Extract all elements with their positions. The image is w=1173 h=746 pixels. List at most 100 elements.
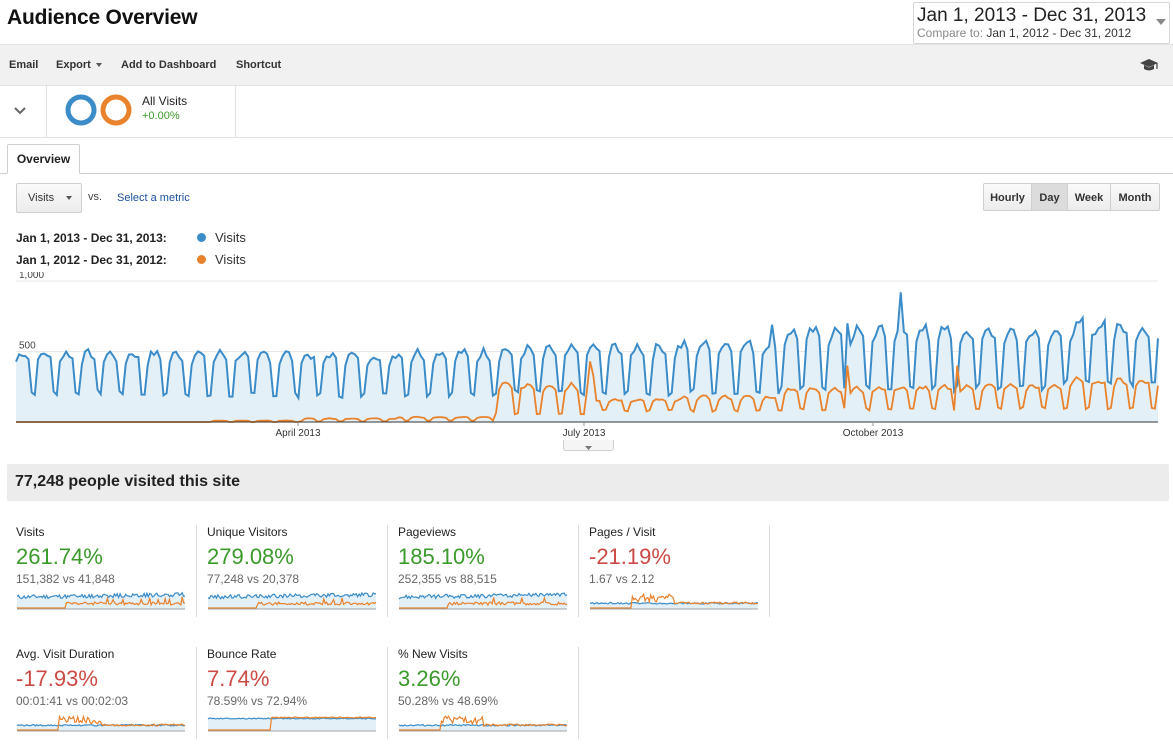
report-toolbar: Email Export Add to Dashboard Shortcut bbox=[0, 44, 1173, 86]
chevron-down-icon bbox=[14, 107, 26, 115]
metric-select[interactable]: Visits bbox=[16, 183, 82, 213]
spark-previous-line bbox=[17, 714, 186, 731]
metric-change: -21.19% bbox=[589, 544, 671, 569]
legend-metric-previous: Visits bbox=[215, 252, 246, 267]
metric-compare: 78.59% vs 72.94% bbox=[207, 694, 308, 708]
metric-compare: 1.67 vs 2.12 bbox=[589, 572, 655, 586]
spark-previous-line bbox=[399, 715, 568, 731]
metric-name: Bounce Rate bbox=[207, 647, 277, 661]
spark-current-line bbox=[398, 592, 568, 600]
day-button[interactable]: Day bbox=[1031, 183, 1068, 211]
metric-card[interactable]: % New Visits 3.26% 50.28% vs 48.69% bbox=[398, 647, 579, 739]
metric-change: -17.93% bbox=[16, 666, 98, 691]
export-label: Export bbox=[56, 59, 91, 71]
x-tick-label: July 2013 bbox=[563, 428, 606, 439]
metric-name: Avg. Visit Duration bbox=[16, 647, 115, 661]
spark-previous-line bbox=[590, 592, 759, 609]
tab-overview[interactable]: Overview bbox=[7, 144, 80, 174]
spark-area bbox=[399, 593, 567, 609]
metric-name: Pages / Visit bbox=[589, 525, 656, 539]
spark-previous-line bbox=[17, 595, 186, 609]
metric-sparkline bbox=[398, 715, 568, 732]
segment-pct: +0.00% bbox=[142, 110, 180, 122]
visits-line-chart[interactable]: 1,000 500 April 2013 July 2013 October 2013 bbox=[0, 272, 1173, 442]
legend-range-current: Jan 1, 2013 - Dec 31, 2013: bbox=[16, 231, 167, 245]
y-tick-label: 500 bbox=[19, 341, 36, 352]
metric-name: Visits bbox=[16, 525, 45, 539]
metric-sparkline bbox=[16, 714, 186, 732]
metric-name: Pageviews bbox=[398, 525, 457, 539]
hourly-button[interactable]: Hourly bbox=[983, 183, 1032, 211]
spark-area bbox=[17, 724, 185, 731]
metric-compare: 151,382 vs 41,848 bbox=[16, 572, 115, 586]
metric-compare: 00:01:41 vs 00:02:03 bbox=[16, 694, 129, 708]
month-button[interactable]: Month bbox=[1110, 183, 1160, 211]
metric-card[interactable]: Pageviews 185.10% 252,355 vs 88,515 bbox=[398, 525, 579, 617]
metric-compare: 77,248 vs 20,378 bbox=[207, 572, 300, 586]
current-series-line bbox=[15, 292, 1159, 401]
spark-area bbox=[17, 592, 185, 609]
metric-change: 185.10% bbox=[398, 544, 485, 569]
segment-toggle[interactable] bbox=[0, 85, 47, 137]
metric-sparkline bbox=[16, 591, 186, 610]
summary-bar: 77,248 people visited this site bbox=[7, 464, 1169, 501]
select-metric-link[interactable]: Select a metric bbox=[117, 192, 190, 204]
chevron-down-icon bbox=[66, 196, 72, 200]
segment-circles-icon bbox=[65, 94, 132, 126]
graduation-cap-icon[interactable] bbox=[1139, 57, 1159, 73]
metric-name: % New Visits bbox=[398, 647, 468, 661]
metric-change: 7.74% bbox=[207, 666, 270, 691]
spark-previous-line bbox=[208, 716, 377, 731]
legend-range-previous: Jan 1, 2012 - Dec 31, 2012: bbox=[16, 253, 167, 267]
y-tick-label: 1,000 bbox=[19, 272, 44, 281]
chevron-down-icon bbox=[95, 63, 102, 68]
x-tick-label: April 2013 bbox=[275, 428, 320, 439]
spark-current-line bbox=[16, 591, 186, 600]
metric-change: 279.08% bbox=[207, 544, 294, 569]
metric-change: 3.26% bbox=[398, 666, 461, 691]
page-title: Audience Overview bbox=[7, 6, 198, 29]
spark-current-line bbox=[16, 723, 186, 727]
metric-card[interactable]: Avg. Visit Duration -17.93% 00:01:41 vs 00… bbox=[16, 647, 197, 739]
spark-current-line bbox=[207, 591, 377, 600]
x-tick-label: October 2013 bbox=[843, 428, 904, 439]
export-button[interactable]: Export bbox=[56, 59, 102, 71]
chart-expand-handle[interactable] bbox=[563, 440, 614, 451]
spark-previous-line bbox=[208, 596, 377, 609]
vs-label: vs. bbox=[88, 191, 103, 203]
summary-text: 77,248 people visited this site bbox=[15, 473, 240, 490]
metric-sparkline bbox=[398, 592, 568, 610]
segment-all-visits[interactable]: All Visits +0.00% bbox=[46, 85, 236, 137]
metric-change: 261.74% bbox=[16, 544, 103, 569]
metric-select-value: Visits bbox=[28, 192, 55, 204]
metric-card[interactable]: Visits 261.74% 151,382 vs 41,848 bbox=[16, 525, 197, 617]
spark-area bbox=[208, 592, 376, 609]
metric-card[interactable]: Bounce Rate 7.74% 78.59% vs 72.94% bbox=[207, 647, 388, 739]
segment-row: All Visits +0.00% bbox=[0, 85, 1173, 138]
metric-compare: 252,355 vs 88,515 bbox=[398, 572, 497, 586]
metric-name: Unique Visitors bbox=[207, 525, 288, 539]
date-range-main: Jan 1, 2013 - Dec 31, 2013 bbox=[917, 5, 1147, 26]
metric-sparkline bbox=[589, 592, 759, 610]
spark-current-line bbox=[207, 717, 377, 720]
metric-sparkline bbox=[207, 716, 377, 732]
metric-card[interactable]: Unique Visitors 279.08% 77,248 vs 20,378 bbox=[207, 525, 388, 617]
tab-bar: Overview bbox=[0, 144, 1173, 174]
date-range-compare: Compare to: Jan 1, 2012 - Dec 31, 2012 bbox=[917, 26, 1131, 40]
spark-previous-line bbox=[399, 595, 568, 609]
metric-compare: 50.28% vs 48.69% bbox=[398, 694, 499, 708]
shortcut-button[interactable]: Shortcut bbox=[236, 59, 282, 71]
email-button[interactable]: Email bbox=[9, 59, 39, 71]
chevron-down-icon bbox=[585, 446, 592, 450]
compare-value: Jan 1, 2012 - Dec 31, 2012 bbox=[986, 26, 1132, 40]
legend-dot-previous bbox=[197, 255, 206, 264]
compare-label: Compare to: bbox=[917, 26, 984, 40]
add-to-dashboard-button[interactable]: Add to Dashboard bbox=[121, 59, 217, 71]
metric-card[interactable]: Pages / Visit -21.19% 1.67 vs 2.12 bbox=[589, 525, 770, 617]
segment-name: All Visits bbox=[142, 94, 188, 108]
chevron-down-icon[interactable] bbox=[1156, 19, 1166, 25]
metric-sparkline bbox=[207, 591, 377, 610]
legend-metric-current: Visits bbox=[215, 230, 246, 245]
week-button[interactable]: Week bbox=[1067, 183, 1111, 211]
date-range-picker[interactable]: Jan 1, 2013 - Dec 31, 2013 Compare to: J… bbox=[913, 2, 1170, 44]
